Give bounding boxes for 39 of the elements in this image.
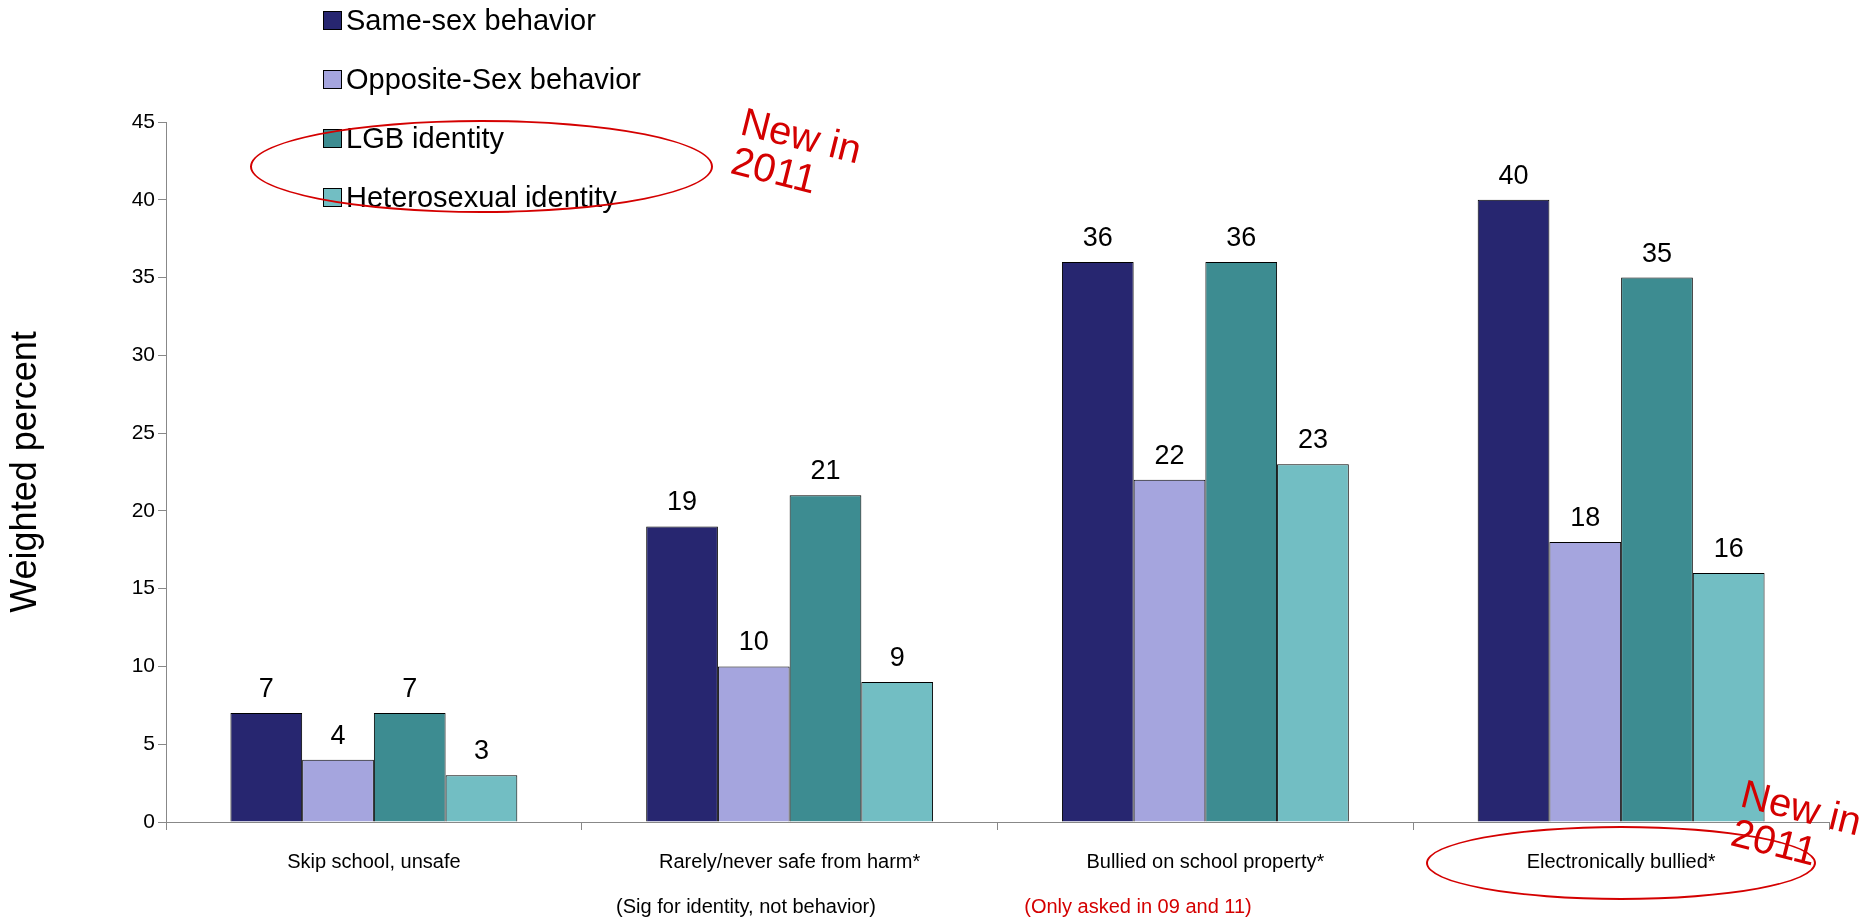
legend-label: LGB identity — [346, 122, 504, 155]
y-tick-label: 25 — [131, 419, 155, 443]
data-label: 40 — [1498, 159, 1529, 190]
legend-label: Heterosexual identity — [346, 181, 617, 214]
y-tick-label: 15 — [131, 575, 155, 599]
y-tick-label: 20 — [131, 497, 155, 521]
data-label: 21 — [810, 455, 841, 486]
annotation: New in 2011 — [1727, 771, 1862, 876]
legend-label: Opposite-Sex behavior — [346, 63, 641, 96]
y-tick-label: 0 — [143, 808, 155, 832]
y-tick-label: 35 — [131, 264, 155, 288]
data-label: 9 — [889, 641, 905, 672]
text: (Sig for identity, not behavior) — [616, 895, 876, 918]
data-label: 4 — [330, 719, 346, 750]
y-tick-label: 45 — [131, 108, 155, 132]
data-label: 16 — [1713, 533, 1744, 564]
data-label: 10 — [738, 626, 769, 657]
y-tick-label: 30 — [131, 342, 155, 366]
data-label: 18 — [1570, 501, 1601, 532]
data-label: 36 — [1082, 221, 1113, 252]
y-tick-label: 10 — [131, 653, 155, 677]
y-tick-label: 5 — [143, 731, 155, 755]
data-label: 7 — [258, 673, 274, 704]
text: (Only asked in 09 and 11) — [1024, 895, 1252, 918]
data-label: 7 — [402, 673, 418, 704]
data-label: 3 — [473, 735, 489, 766]
data-label: 36 — [1226, 221, 1257, 252]
y-axis-title: Weighted percent — [2, 331, 44, 613]
data-label: 23 — [1297, 424, 1328, 455]
data-label: 22 — [1154, 439, 1185, 470]
legend-label: Same-sex behavior — [346, 4, 596, 37]
x-tick-label: Electronically bullied* — [1526, 849, 1716, 872]
data-label: 19 — [667, 486, 698, 517]
annotation: New in 2011 — [727, 99, 867, 204]
y-tick-label: 40 — [131, 186, 155, 210]
data-label: 35 — [1641, 237, 1673, 268]
x-tick-label: Rarely/never safe from harm* — [659, 849, 921, 872]
x-tick-label: Bullied on school property* — [1086, 849, 1325, 872]
x-tick-label: Skip school, unsafe — [287, 849, 461, 872]
